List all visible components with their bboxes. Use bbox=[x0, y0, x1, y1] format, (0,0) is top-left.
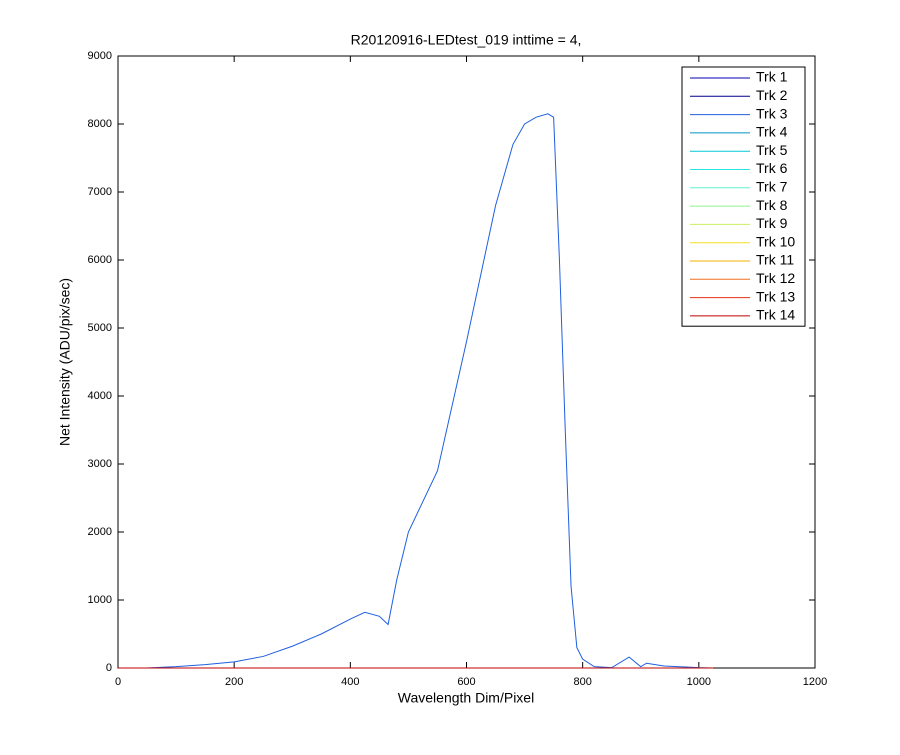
x-axis-label: Wavelength Dim/Pixel bbox=[398, 690, 534, 706]
x-tick-label: 400 bbox=[341, 676, 359, 688]
legend-label: Trk 13 bbox=[756, 288, 795, 304]
legend-label: Trk 2 bbox=[756, 87, 788, 103]
legend-label: Trk 9 bbox=[756, 215, 788, 231]
legend-label: Trk 11 bbox=[756, 252, 794, 268]
y-tick-label: 9000 bbox=[88, 50, 112, 62]
x-tick-label: 1000 bbox=[687, 676, 711, 688]
y-tick-label: 3000 bbox=[88, 458, 112, 470]
y-tick-label: 1000 bbox=[88, 594, 112, 606]
y-tick-label: 2000 bbox=[88, 526, 112, 538]
legend-label: Trk 10 bbox=[756, 233, 795, 249]
legend-label: Trk 1 bbox=[756, 69, 788, 85]
y-tick-label: 0 bbox=[106, 662, 112, 674]
y-axis-label: Net Intensity (ADU/pix/sec) bbox=[57, 278, 73, 446]
legend-box bbox=[681, 66, 806, 327]
legend-label: Trk 6 bbox=[756, 160, 788, 176]
y-tick-label: 7000 bbox=[88, 186, 112, 198]
y-tick-label: 6000 bbox=[88, 254, 112, 266]
legend-label: Trk 4 bbox=[756, 124, 788, 140]
legend-label: Trk 3 bbox=[756, 105, 788, 121]
chart-title: R20120916-LEDtest_019 inttime = 4, bbox=[351, 32, 582, 48]
y-tick-label: 5000 bbox=[88, 322, 112, 334]
legend-label: Trk 7 bbox=[756, 179, 788, 195]
legend-label: Trk 8 bbox=[756, 197, 788, 213]
series-line bbox=[118, 113, 713, 669]
legend-label: Trk 5 bbox=[756, 142, 788, 158]
legend-label: Trk 12 bbox=[756, 270, 795, 286]
x-tick-label: 800 bbox=[573, 676, 591, 688]
x-tick-label: 1200 bbox=[803, 676, 827, 688]
x-tick-label: 600 bbox=[457, 676, 475, 688]
y-tick-label: 4000 bbox=[88, 390, 112, 402]
legend-label: Trk 14 bbox=[756, 307, 795, 323]
x-tick-label: 0 bbox=[115, 676, 121, 688]
x-tick-label: 200 bbox=[225, 676, 243, 688]
y-tick-label: 8000 bbox=[88, 118, 112, 130]
